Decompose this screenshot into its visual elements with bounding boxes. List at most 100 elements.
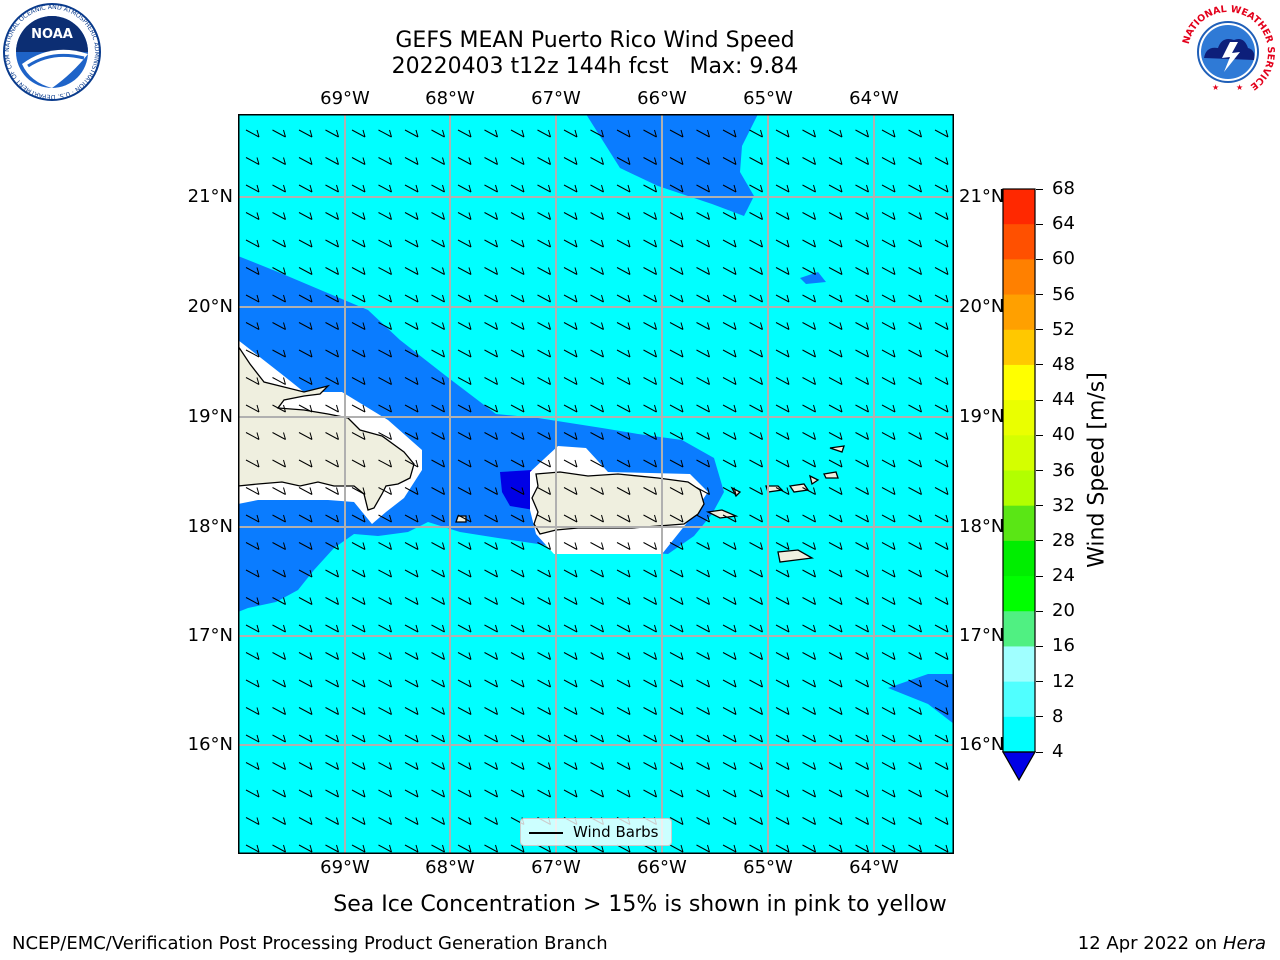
wind-barb <box>881 652 896 660</box>
wind-barb <box>775 322 790 330</box>
wind-barb <box>855 707 869 715</box>
wind-barb <box>325 487 339 495</box>
wind-barb <box>378 844 392 853</box>
wind-barb <box>351 597 366 605</box>
wind-barb <box>828 404 843 413</box>
wind-barb <box>404 459 419 468</box>
wind-barb <box>802 844 816 853</box>
wind-barb <box>325 734 339 743</box>
wind-barb <box>484 569 498 578</box>
wind-barb <box>563 157 578 165</box>
wind-barb <box>378 129 392 138</box>
wind-core-region <box>500 470 534 510</box>
wind-barb <box>537 322 551 330</box>
wind-barb <box>272 817 286 825</box>
lon-label-top: 67°W <box>531 88 581 109</box>
wind-barb <box>722 707 737 715</box>
wind-barb <box>325 432 339 440</box>
wind-barb <box>908 267 922 275</box>
wind-barb <box>378 487 392 495</box>
wind-barb <box>325 157 339 165</box>
wind-barb <box>325 322 339 330</box>
wind-barb <box>802 707 816 715</box>
wind-barb <box>378 542 392 550</box>
wind-barb <box>351 322 366 330</box>
wind-barb <box>351 652 366 660</box>
wind-barb <box>484 844 498 853</box>
wind-barb <box>749 652 763 660</box>
wind-barb <box>590 487 604 495</box>
wind-barb <box>802 624 816 633</box>
wind-barb <box>881 432 896 440</box>
colorbar-tick-label: 48 <box>1052 353 1075 375</box>
wind-barb <box>245 377 260 385</box>
wind-barb <box>802 294 816 303</box>
wind-barb <box>378 239 392 248</box>
wind-barb <box>616 239 631 248</box>
wind-barb <box>351 487 366 495</box>
wind-barb <box>802 239 816 248</box>
wind-barb <box>457 294 472 303</box>
wind-barb <box>749 597 763 605</box>
wind-barb <box>616 789 631 798</box>
wind-barb <box>590 707 604 715</box>
wind-barb <box>298 322 313 330</box>
wind-barb <box>457 514 472 523</box>
wind-barb <box>404 569 419 578</box>
wind-barb <box>431 432 445 440</box>
wind-barb <box>590 129 604 138</box>
wind-barb <box>378 267 392 275</box>
wind-barb <box>484 157 498 165</box>
wind-barb <box>590 349 604 358</box>
wind-barb <box>590 157 604 165</box>
colorbar-segment <box>1003 329 1035 366</box>
colorbar-tick-label: 28 <box>1052 529 1075 551</box>
wind-barb <box>404 542 419 550</box>
wind-barb <box>669 184 684 193</box>
wind-barb <box>643 844 657 853</box>
wind-barb <box>802 652 816 660</box>
wind-barb <box>298 569 313 578</box>
wind-barb <box>881 844 896 853</box>
wind-barb <box>749 624 763 633</box>
wind-barb <box>484 212 498 220</box>
wind-barb <box>298 542 313 550</box>
wind-barb <box>749 542 763 550</box>
wind-barb <box>669 789 684 798</box>
wind-barb <box>934 652 949 660</box>
colorbar-segment <box>1003 364 1035 401</box>
wind-barb <box>431 762 445 770</box>
wind-barb <box>669 432 684 440</box>
wind-barb <box>431 459 445 468</box>
wind-barb <box>934 569 949 578</box>
wind-barb <box>537 432 551 440</box>
wind-barb <box>934 459 949 468</box>
wind-barb <box>245 349 260 358</box>
wind-barb <box>934 432 949 440</box>
wind-barb <box>272 432 286 440</box>
colorbar-tick-mark <box>1036 751 1043 753</box>
wind-barb <box>590 679 604 688</box>
wind-barb <box>855 459 869 468</box>
wind-barb <box>510 734 525 743</box>
wind-barb <box>669 817 684 825</box>
wind-barb <box>272 789 286 798</box>
wind-barb <box>616 624 631 633</box>
wind-barb <box>934 542 949 550</box>
wind-barb <box>669 679 684 688</box>
lat-label-left: 16°N <box>187 734 233 755</box>
wind-barb <box>669 349 684 358</box>
wind-barb <box>484 349 498 358</box>
wind-barb <box>616 597 631 605</box>
wind-barb <box>484 294 498 303</box>
wind-barb <box>537 707 551 715</box>
wind-barb <box>775 762 790 770</box>
wind-barb <box>590 294 604 303</box>
wind-barb <box>272 349 286 358</box>
wind-barb <box>855 294 869 303</box>
wind-barb <box>378 789 392 798</box>
wind-barb <box>590 789 604 798</box>
wind-barb <box>484 267 498 275</box>
wind-barb <box>457 184 472 193</box>
wind-barb <box>298 679 313 688</box>
